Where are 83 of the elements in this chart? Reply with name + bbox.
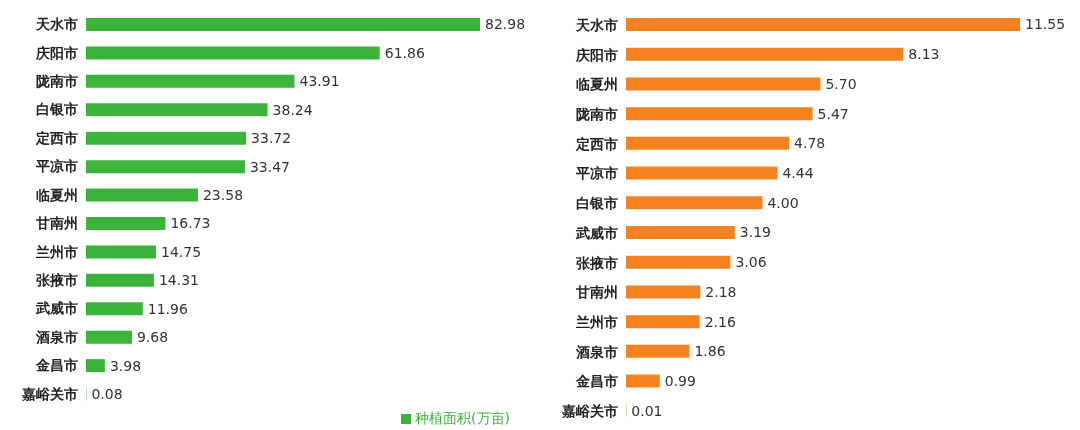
bar	[86, 217, 166, 230]
y-tick-label: 白银市	[576, 195, 618, 212]
y-tick-label: 庆阳市	[575, 46, 618, 63]
data-label: 23.58	[202, 187, 244, 204]
data-label: 5.47	[817, 105, 849, 122]
data-label: 3.19	[739, 224, 771, 241]
bar	[626, 77, 821, 91]
y-tick-label: 嘉峪关市	[562, 403, 618, 420]
y-tick-label: 嘉峪关市	[22, 385, 78, 402]
data-label: 33.72	[251, 130, 292, 147]
bar	[86, 18, 480, 31]
data-label: 14.75	[161, 243, 202, 260]
data-label: 0.08	[91, 386, 123, 403]
y-tick-label: 天水市	[575, 16, 618, 33]
bar	[626, 344, 690, 358]
data-label: 4.00	[767, 194, 799, 211]
data-label: 3.98	[109, 357, 142, 374]
bar	[86, 131, 247, 145]
data-label: 61.86	[384, 44, 425, 61]
y-tick-label: 甘南州	[35, 215, 78, 232]
y-tick-label: 平凉市	[35, 158, 78, 175]
bar	[86, 160, 245, 174]
bar	[626, 18, 1020, 31]
data-label: 33.47	[249, 158, 291, 175]
bar	[86, 330, 132, 344]
y-tick-label: 陇南市	[36, 73, 78, 90]
y-tick-label: 庆阳市	[35, 44, 78, 61]
data-label: 82.98	[485, 16, 526, 33]
bar	[626, 166, 778, 180]
data-label: 16.73	[170, 215, 211, 232]
y-tick-label: 酒泉市	[35, 328, 78, 345]
bar	[86, 359, 105, 373]
data-label: 4.78	[794, 135, 826, 152]
bar	[626, 255, 731, 269]
data-label: 2.18	[705, 283, 737, 300]
y-tick-label: 平凉市	[575, 165, 618, 182]
bar	[626, 136, 790, 150]
data-label: 38.24	[272, 101, 313, 118]
bar	[626, 226, 735, 239]
bar	[86, 273, 154, 287]
y-tick-label: 张掖市	[576, 254, 618, 271]
data-label: 14.31	[158, 272, 200, 289]
y-tick-label: 临夏州	[576, 76, 618, 93]
y-tick-label: 金昌市	[35, 357, 78, 374]
y-tick-label: 金昌市	[575, 373, 618, 390]
y-tick-label: 酒泉市	[575, 343, 618, 360]
bar	[86, 74, 295, 88]
bar	[86, 188, 198, 202]
bar	[626, 47, 904, 61]
y-tick-label: 定西市	[575, 135, 618, 152]
y-tick-label: 白银市	[36, 101, 78, 118]
bar	[626, 315, 700, 329]
data-label: 2.16	[704, 313, 736, 330]
y-tick-label: 张掖市	[36, 272, 78, 289]
y-tick-label: 兰州市	[35, 243, 78, 260]
bar	[86, 245, 157, 259]
data-label: 5.70	[825, 75, 857, 92]
data-label: 4.44	[782, 165, 814, 182]
data-label: 0.99	[664, 373, 696, 390]
y-tick-label: 定西市	[35, 129, 78, 146]
legend-label: 种植面积(万亩)	[415, 410, 510, 426]
data-label: 11.96	[147, 300, 188, 317]
data-label: 9.68	[136, 329, 169, 346]
bar	[86, 302, 143, 316]
data-label: 0.01	[631, 402, 663, 419]
data-label: 1.86	[694, 343, 726, 360]
bar	[86, 46, 380, 60]
bar	[626, 374, 660, 388]
y-tick-label: 武威市	[575, 224, 618, 241]
data-label: 3.06	[735, 254, 767, 271]
data-label: 11.55	[1025, 16, 1066, 33]
y-tick-label: 临夏州	[36, 186, 78, 203]
bar	[626, 196, 763, 210]
bar	[626, 285, 701, 299]
bar	[86, 103, 268, 117]
y-tick-label: 兰州市	[575, 313, 618, 330]
bar	[626, 107, 813, 121]
y-tick-label: 天水市	[35, 16, 78, 33]
y-tick-label: 甘南州	[575, 284, 618, 301]
data-label: 8.13	[908, 46, 940, 63]
data-label: 43.91	[299, 73, 340, 90]
y-tick-label: 武威市	[35, 300, 78, 317]
y-tick-label: 陇南市	[576, 105, 618, 122]
